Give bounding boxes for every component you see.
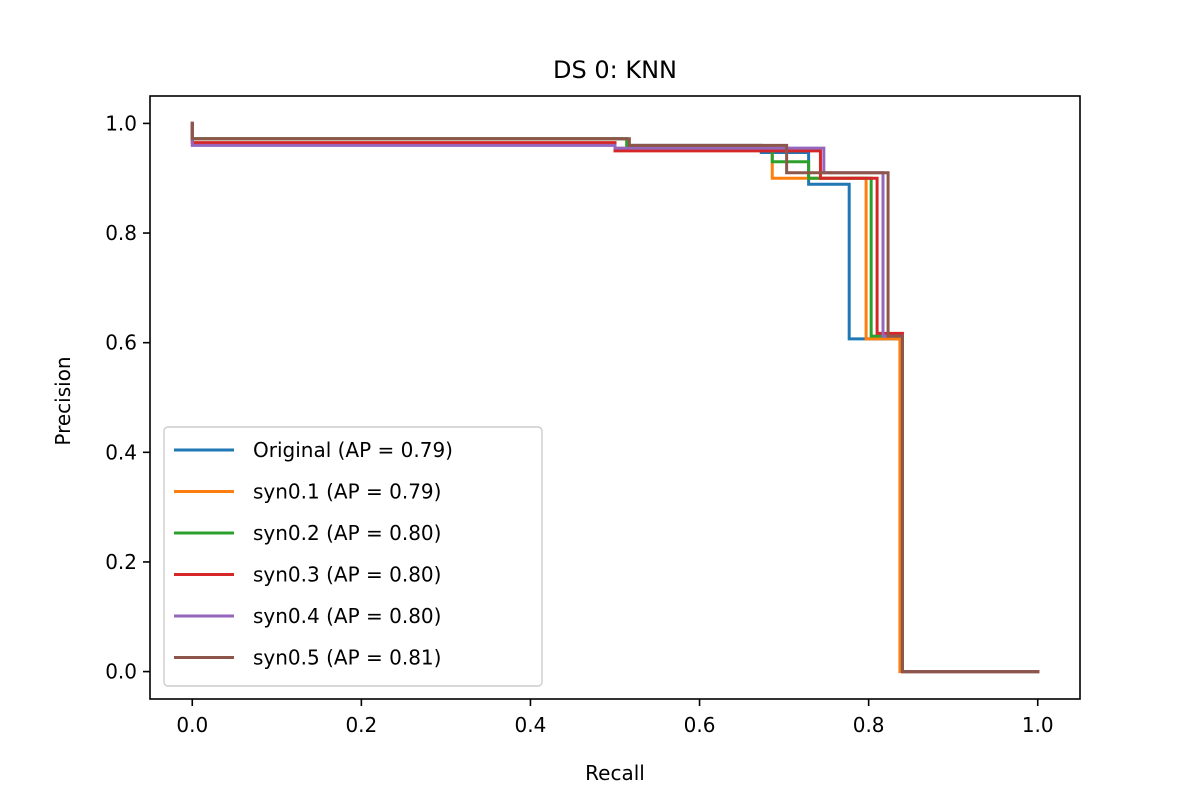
y-axis-label: Precision xyxy=(51,356,75,445)
y-tick-label: 0.2 xyxy=(105,550,137,574)
plot-lines xyxy=(190,121,1040,674)
legend-entry: Original (AP = 0.79) xyxy=(253,438,453,462)
y-tick-label: 0.4 xyxy=(105,440,137,464)
x-tick-label: 0.8 xyxy=(853,713,885,737)
y-tick-label: 0.8 xyxy=(105,221,137,245)
series-line-5 xyxy=(190,121,1040,674)
legend-entry: syn0.2 (AP = 0.80) xyxy=(253,521,441,545)
chart-title: DS 0: KNN xyxy=(553,56,677,84)
y-tick-label: 0.6 xyxy=(105,331,137,355)
x-axis-label: Recall xyxy=(585,761,645,785)
y-tick-label: 1.0 xyxy=(105,111,137,135)
legend-entry: syn0.1 (AP = 0.79) xyxy=(253,480,441,504)
y-tick-label: 0.0 xyxy=(105,660,137,684)
legend-entry: syn0.3 (AP = 0.80) xyxy=(253,563,441,587)
y-axis-ticks: 0.0 0.2 0.4 0.6 0.8 1.0 xyxy=(105,111,150,684)
x-tick-label: 0.2 xyxy=(345,713,377,737)
x-axis-ticks: 0.0 0.2 0.4 0.6 0.8 1.0 xyxy=(176,699,1054,737)
legend-entry: syn0.4 (AP = 0.80) xyxy=(253,604,441,628)
legend: Original (AP = 0.79) syn0.1 (AP = 0.79) sy… xyxy=(163,426,543,687)
x-tick-label: 1.0 xyxy=(1022,713,1054,737)
x-tick-label: 0.0 xyxy=(176,713,208,737)
x-tick-label: 0.4 xyxy=(515,713,547,737)
x-tick-label: 0.6 xyxy=(684,713,716,737)
legend-box xyxy=(163,426,543,687)
legend-entry: syn0.5 (AP = 0.81) xyxy=(253,646,441,670)
axes-frame xyxy=(149,95,1081,700)
